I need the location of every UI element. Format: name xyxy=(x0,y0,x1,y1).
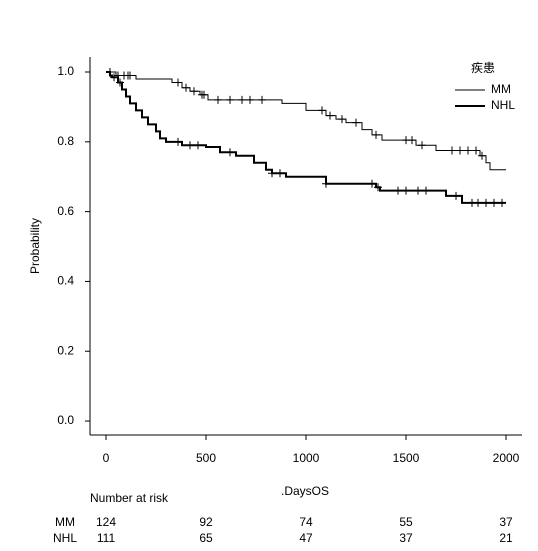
censor-mark xyxy=(474,198,482,207)
x-tick-label: 500 xyxy=(196,451,216,465)
censor-mark xyxy=(322,179,330,188)
censor-mark xyxy=(414,186,422,195)
censor-mark xyxy=(116,78,124,87)
y-tick-label: 0.6 xyxy=(57,204,74,218)
risk-table-title: Number at risk xyxy=(90,491,169,505)
risk-count: 47 xyxy=(299,531,313,545)
legend-label: MM xyxy=(491,82,511,96)
risk-count: 92 xyxy=(199,515,213,529)
risk-count: 65 xyxy=(199,531,213,545)
y-tick-label: 0.2 xyxy=(57,343,74,357)
censor-mark xyxy=(372,130,380,139)
censor-mark xyxy=(368,179,376,188)
censor-mark xyxy=(498,198,506,207)
censor-mark xyxy=(422,186,430,195)
censor-mark xyxy=(190,87,198,96)
censor-mark xyxy=(182,83,190,92)
censor-mark xyxy=(374,183,382,192)
censor-mark xyxy=(338,115,346,124)
x-tick-label: 1000 xyxy=(293,451,320,465)
x-tick-label: 0 xyxy=(103,451,110,465)
risk-row-label: MM xyxy=(55,515,75,529)
risk-count: 37 xyxy=(399,531,413,545)
censor-mark xyxy=(408,136,416,145)
survival-curve xyxy=(106,71,506,171)
risk-count: 21 xyxy=(499,531,513,545)
censor-mark xyxy=(258,95,266,104)
censor-mark xyxy=(326,111,334,120)
censor-mark xyxy=(352,118,360,127)
y-tick-label: 0.0 xyxy=(57,413,74,427)
censor-mark xyxy=(490,198,498,207)
censor-mark xyxy=(110,73,118,82)
risk-count: 124 xyxy=(96,515,116,529)
censor-mark xyxy=(226,95,234,104)
censor-mark xyxy=(478,151,486,160)
censor-mark xyxy=(200,90,208,99)
censor-mark xyxy=(456,146,464,155)
risk-count: 111 xyxy=(97,531,116,545)
legend-label: NHL xyxy=(491,98,515,112)
censor-mark xyxy=(174,137,182,146)
y-tick-label: 1.0 xyxy=(57,64,74,78)
censor-mark xyxy=(464,146,472,155)
survival-curve xyxy=(106,71,506,204)
censor-mark xyxy=(482,198,490,207)
x-tick-label: 1500 xyxy=(393,451,420,465)
censor-mark xyxy=(126,71,134,80)
risk-count: 55 xyxy=(399,515,413,529)
y-tick-label: 0.8 xyxy=(57,134,74,148)
censor-mark xyxy=(226,148,234,157)
censor-mark xyxy=(402,186,410,195)
y-tick-label: 0.4 xyxy=(57,274,74,288)
x-axis-label: .DaysOS xyxy=(281,484,329,498)
censor-mark xyxy=(418,141,426,150)
x-tick-label: 2000 xyxy=(493,451,520,465)
censor-mark xyxy=(174,78,182,87)
censor-mark xyxy=(394,186,402,195)
legend-title: 疾患 xyxy=(471,60,495,75)
censor-mark xyxy=(448,146,456,155)
censor-mark xyxy=(318,106,326,115)
risk-count: 74 xyxy=(299,515,313,529)
risk-count: 37 xyxy=(499,515,513,529)
censor-mark xyxy=(276,169,284,178)
risk-row-label: NHL xyxy=(53,531,77,545)
censor-mark xyxy=(246,95,254,104)
censor-mark xyxy=(268,169,276,178)
censor-mark xyxy=(214,95,222,104)
censor-mark xyxy=(186,141,194,150)
censor-mark xyxy=(194,141,202,150)
censor-mark xyxy=(472,146,480,155)
y-axis-label: Probability xyxy=(28,218,42,274)
censor-mark xyxy=(452,191,460,200)
censor-mark xyxy=(238,95,246,104)
